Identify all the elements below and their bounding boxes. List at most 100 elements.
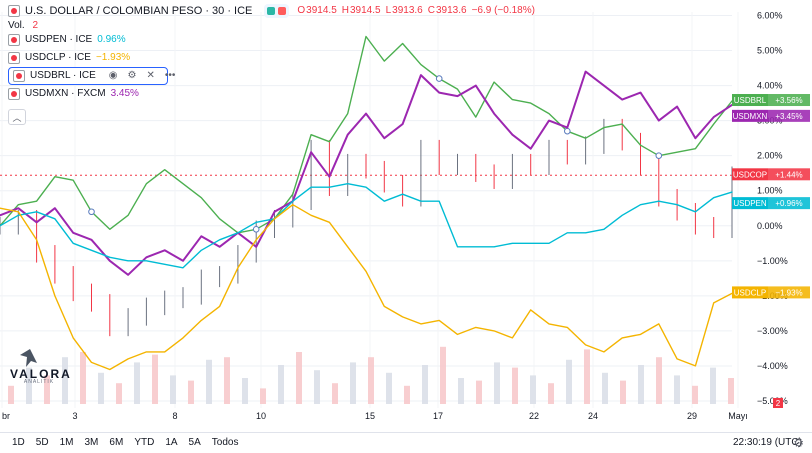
series-tag-value-bg [768,286,810,299]
time-range-buttons: 1D 5D 1M 3M 6M YTD 1A 5A Todos [12,437,238,448]
legend-item-usdmxn[interactable]: USDMXN · FXCM 3.45% [8,85,368,103]
volume-bar [152,354,158,404]
x-tick-label: 10 [256,411,266,421]
legend-series-change: 3.45% [110,88,139,99]
legend-item-usdclp[interactable]: USDCLP · ICE −1.93% [8,49,368,67]
chart-legend: U.S. DOLLAR / COLOMBIAN PESO · 30 · ICE … [8,2,535,125]
series-tag-name-bg [732,197,768,210]
series-tag-name: USDCOP [733,170,767,179]
y-tick-label: 0.00% [757,221,783,231]
volume-bar [692,385,698,404]
right-axis-panel [732,0,812,432]
x-tick-label: 8 [172,411,177,421]
volume-bar [404,385,410,404]
range-button-6m[interactable]: 6M [109,437,124,448]
series-tag-name-bg [732,109,768,122]
series-tag-name-bg [732,286,768,299]
range-button-1m[interactable]: 1M [59,437,74,448]
series-tag-value: +3.56% [775,96,802,105]
header-icon-group[interactable] [264,4,290,18]
legend-item-usdbrl[interactable]: USDBRL · ICE ◉ ⚙ ✕ ••• [8,67,175,85]
range-button-5d[interactable]: 5D [35,437,49,448]
series-tag-name-bg [732,168,768,181]
x-tick-label: 17 [433,411,443,421]
range-button-1a[interactable]: 1A [165,437,178,448]
range-button-todos[interactable]: Todos [211,437,239,448]
x-tick-label: 29 [687,411,697,421]
ohlc-close: C3913.6 [427,5,467,16]
y-tick-label: 2.00% [757,151,783,161]
volume-label: Vol. [8,20,25,31]
volume-bar [512,367,518,404]
series-tag-value: +0.96% [775,199,802,208]
right-series-label-usdclp: USDCLP −1.93% [732,286,810,299]
series-marker-usdbrl [435,75,443,82]
header-symbol-icon [8,5,20,17]
volume-axis-badge-bg [773,398,783,408]
series-line-usdclp [0,204,733,371]
header-row: U.S. DOLLAR / COLOMBIAN PESO · 30 · ICE … [8,2,535,20]
more-icon[interactable]: ••• [164,70,176,81]
volume-bar [296,352,302,404]
series-tag-value-bg [768,168,810,181]
gear-icon[interactable]: ⚙ [127,70,137,81]
legend-series-change: −1.93% [95,52,131,63]
volume-value: 2 [32,20,39,31]
legend-series-name: USDMXN · FXCM [25,88,106,99]
series-symbol-icon [8,34,20,46]
y-tick-label: 1.00% [757,186,783,196]
right-series-label-usdmxn: USDMXN +3.45% [732,109,810,122]
volume-bar [224,357,230,404]
volume-bar [548,383,554,404]
range-button-3m[interactable]: 3M [84,437,99,448]
right-series-label-usdcop: USDCOP +1.44% [732,168,810,181]
ohlc-open: O3914.5 [297,5,337,16]
watermark-name: VALORA [10,367,72,381]
y-tick-label: 4.00% [757,81,783,91]
header-indicator-icon [278,7,287,15]
ohlc-high: H3914.5 [341,5,381,16]
volume-bar [62,357,68,404]
series-line-usdmxn [0,70,733,276]
y-tick-label: −4.00% [757,361,788,371]
volume-bar [278,365,284,404]
eye-icon[interactable]: ◉ [108,70,118,81]
range-button-ytd[interactable]: YTD [134,437,155,448]
volume-bar [8,385,14,404]
series-symbol-icon [8,88,20,100]
volume-bar [242,378,248,404]
volume-bar [116,383,122,404]
series-marker-usdbrl [252,225,260,233]
series-tag-value: +1.44% [775,170,802,179]
chevron-up-icon[interactable]: ︿ [8,109,26,125]
volume-bar [350,362,356,404]
range-button-1d[interactable]: 1D [12,437,25,448]
range-button-5a[interactable]: 5A [188,437,201,448]
right-series-label-usdbrl: USDBRL +3.56% [732,94,810,107]
legend-actions: ◉ ⚙ ✕ ••• [109,67,176,85]
volume-bar [638,365,644,404]
volume-axis-badge: 2 [776,399,781,408]
x-tick-label: 22 [529,411,539,421]
volume-bar [134,362,140,404]
series-marker-usdbrl [88,208,95,216]
series-tag-value: +3.45% [775,112,802,121]
x-tick-label: 15 [365,411,375,421]
volume-bar [188,380,194,404]
ohlc-low: L3913.6 [385,5,423,16]
legend-series-name: USDCLP · ICE [25,52,91,63]
volume-bar [422,365,428,404]
volume-bar [260,388,266,404]
close-icon[interactable]: ✕ [146,70,155,81]
volume-bar [332,383,338,404]
x-tick-label: 24 [588,411,598,421]
y-tick-label: 5.00% [757,46,783,56]
bottom-toolbar: 1D 5D 1M 3M 6M YTD 1A 5A Todos 22:30:19 … [0,432,812,453]
gear-icon[interactable]: ⚙ [793,436,804,450]
legend-item-usdpen[interactable]: USDPEN · ICE 0.96% [8,31,368,49]
volume-bar [710,367,716,404]
y-tick-label: −5.00% [757,396,788,406]
